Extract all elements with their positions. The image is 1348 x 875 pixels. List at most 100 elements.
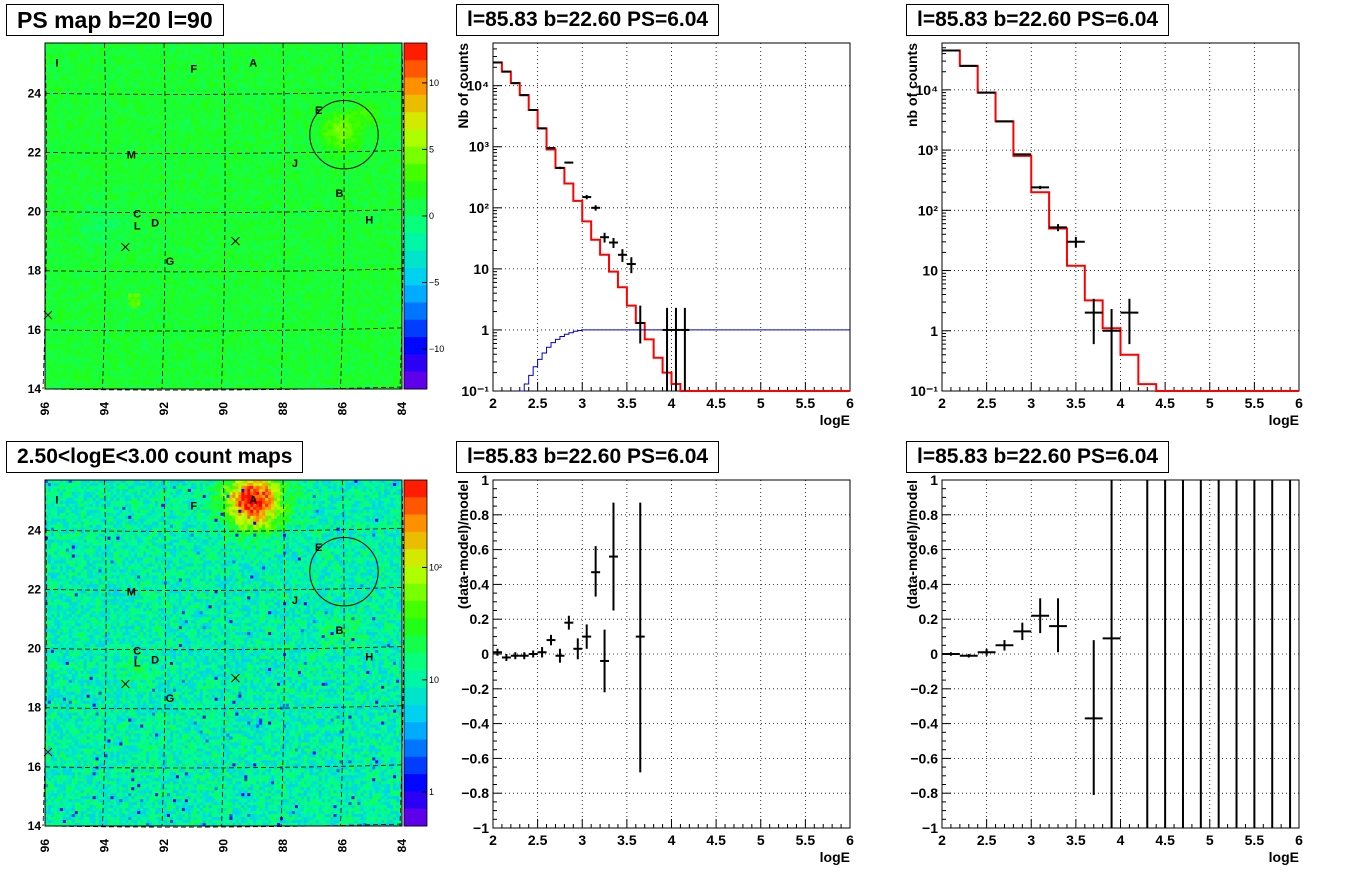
source-label: H (365, 214, 373, 226)
source-label: H (365, 651, 373, 663)
y-tick-label: 0.2 (919, 611, 939, 627)
y-tick-label: 22 (28, 582, 42, 596)
x-tick-label: 6 (846, 395, 854, 411)
x-tick-label: 92 (157, 839, 171, 853)
x-tick-label: 4.5 (1155, 832, 1175, 848)
plot-frame (492, 42, 851, 392)
y-tick-label: 20 (28, 642, 42, 656)
y-tick-label: 1 (930, 323, 938, 339)
colorbar (404, 480, 427, 827)
source-label: L (134, 657, 141, 669)
x-tick-label: 5.5 (796, 832, 816, 848)
source-label: I (55, 495, 58, 507)
y-tick-label: −0.6 (461, 750, 489, 766)
x-tick-label: 5.5 (1245, 395, 1265, 411)
y-tick-label: 10 (922, 263, 938, 279)
plot-frame (44, 479, 403, 827)
x-tick-label: 3.5 (1066, 832, 1086, 848)
x-tick-label: 3.5 (617, 832, 637, 848)
y-tick-label: 10⁴ (916, 82, 939, 98)
grid-line-b (44, 268, 403, 273)
x-tick-label: 3.5 (1066, 395, 1086, 411)
spectrum-chart-left: 2 2.5 3 3.5 4 4.5 5 5.5 6 10⁻¹ 1 10 10² 10³ 10⁴ logE Nb … (455, 42, 854, 428)
x-tick-label: 6 (1295, 395, 1303, 411)
x-tick-label: 88 (276, 402, 290, 416)
y-tick-label: 14 (28, 819, 42, 833)
source-label: G (166, 693, 175, 705)
grid-line-l (399, 42, 404, 390)
colorbar-tick-label: 1 (429, 787, 434, 797)
grid-line-l (102, 42, 107, 390)
x-tick-label: 4 (668, 832, 676, 848)
y-tick-label: 18 (28, 701, 42, 715)
grid-line-l (340, 479, 345, 827)
source-label: A (249, 58, 257, 70)
y-axis-label: nb of counts (904, 43, 920, 127)
colorbar-tick-label: 10 (429, 675, 439, 685)
source-label: D (151, 654, 159, 666)
x-tick-label: 4.5 (706, 832, 726, 848)
x-tick-label: 86 (336, 839, 350, 853)
grid-line-b (44, 327, 403, 332)
x-tick-label: 2.5 (528, 832, 548, 848)
y-tick-label: 0.6 (919, 542, 939, 558)
y-tick-label: 1 (930, 473, 938, 488)
y-tick-label: 10⁴ (467, 78, 490, 94)
x-axis-label: logE (1269, 412, 1299, 428)
exposure-histogram (519, 329, 850, 392)
y-tick-label: 10² (469, 200, 490, 216)
y-tick-label: 14 (28, 382, 42, 396)
y-tick-label: 10 (473, 261, 489, 277)
colorbar-tick-label: −10 (429, 344, 444, 354)
source-label: F (190, 501, 197, 513)
x-tick-label: 96 (38, 402, 52, 416)
grid-line-b (44, 527, 403, 532)
x-tick-label: 90 (217, 402, 231, 416)
x-tick-label: 3 (578, 832, 586, 848)
y-tick-label: −0.4 (910, 716, 938, 732)
y-tick-label: 16 (28, 760, 42, 774)
x-tick-label: 3 (578, 395, 586, 411)
residual-chart-left: 2 2.5 3 3.5 4 4.5 5 5.5 6 −1 −0.8 −0.6 −0.4 −0.2 0 0.2 0… (455, 473, 854, 865)
x-axis-label: logE (820, 849, 850, 865)
x-axis-label: logE (820, 412, 850, 428)
model-histogram (942, 49, 1299, 392)
selected-source-circle (309, 536, 379, 607)
grid-line-b (44, 209, 403, 214)
x-tick-label: 6 (846, 832, 854, 848)
y-tick-label: 0.8 (919, 507, 939, 523)
x-tick-label: 5 (1206, 832, 1214, 848)
y-axis-label: Nb of counts (455, 43, 471, 129)
y-tick-label: 10⁻¹ (461, 383, 489, 399)
title-spectrum-right: l=85.83 b=22.60 PS=6.04 (906, 4, 1170, 36)
y-tick-label: −1 (922, 820, 938, 836)
source-cross-marker (231, 236, 240, 246)
source-label: C (133, 208, 141, 220)
grid-line-l (161, 42, 166, 390)
source-label: A (249, 495, 257, 507)
y-tick-label: 24 (28, 86, 42, 100)
x-tick-label: 92 (157, 402, 171, 416)
source-label: G (166, 256, 175, 268)
y-tick-label: 22 (28, 145, 42, 159)
grid-line-l (221, 479, 226, 827)
grid-line-b (44, 764, 403, 769)
x-tick-label: 5 (757, 832, 765, 848)
grid-line-l (221, 42, 226, 390)
y-tick-label: −0.8 (910, 785, 938, 801)
x-tick-label: 2.5 (977, 832, 997, 848)
title-spectrum-left: l=85.83 b=22.60 PS=6.04 (456, 4, 720, 36)
x-tick-label: 4.5 (1155, 395, 1175, 411)
x-tick-label: 90 (217, 839, 231, 853)
colorbar-tick-label: 5 (429, 144, 434, 154)
title-ps-map: PS map b=20 l=90 (6, 4, 224, 36)
grid-line-l (161, 479, 166, 827)
x-tick-label: 5.5 (796, 395, 816, 411)
y-tick-label: 10³ (918, 142, 939, 158)
grid-line-l (340, 42, 345, 390)
x-tick-label: 5 (1206, 395, 1214, 411)
model-histogram (493, 61, 850, 392)
y-tick-label: 0.2 (470, 611, 490, 627)
x-tick-label: 86 (336, 402, 350, 416)
